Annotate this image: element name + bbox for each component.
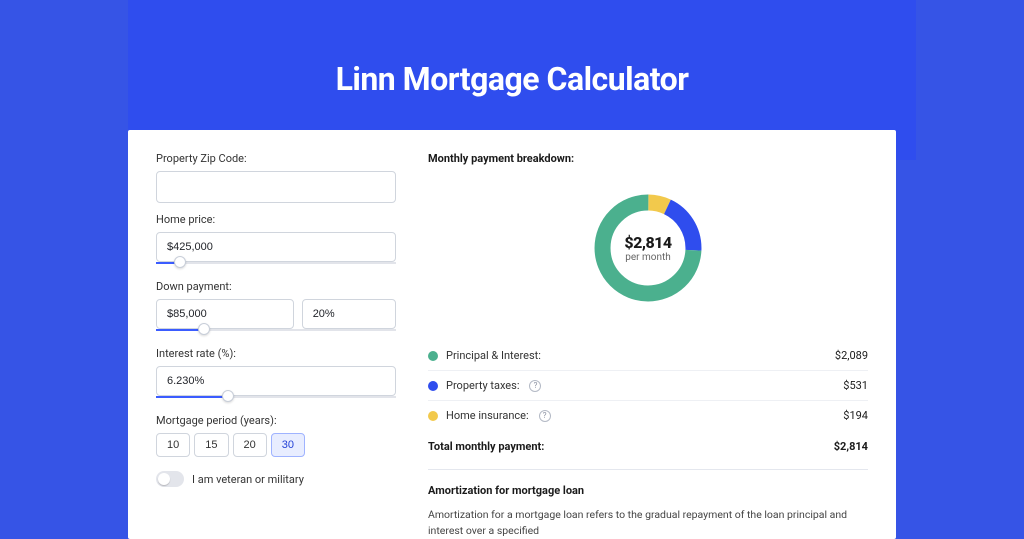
donut-center-label: per month [625, 252, 671, 263]
home-price-slider[interactable] [156, 260, 396, 270]
interest-rate-field: Interest rate (%): [156, 347, 396, 404]
home-price-input[interactable] [156, 232, 396, 262]
donut-chart-wrap: $2,814 per month [428, 173, 868, 323]
legend-swatch [428, 411, 438, 421]
zip-input[interactable] [156, 171, 396, 203]
down-payment-amount-input[interactable] [156, 299, 294, 329]
period-option-15[interactable]: 15 [194, 433, 228, 457]
veteran-row: I am veteran or military [156, 471, 396, 487]
legend-value: $194 [843, 409, 868, 422]
period-button-group: 10152030 [156, 433, 396, 457]
period-option-30[interactable]: 30 [271, 433, 305, 457]
legend-label: Property taxes: [446, 379, 519, 392]
legend-label: Principal & Interest: [446, 349, 541, 362]
veteran-toggle[interactable] [156, 471, 184, 487]
slider-thumb[interactable] [174, 256, 186, 268]
home-price-label: Home price: [156, 213, 396, 226]
down-payment-percent-input[interactable] [302, 299, 396, 329]
legend-row: Principal & Interest: $2,089 [428, 341, 868, 371]
page-title: Linn Mortgage Calculator [0, 60, 1024, 98]
help-icon[interactable]: ? [539, 410, 551, 422]
amortization-title: Amortization for mortgage loan [428, 484, 868, 497]
donut-center-value: $2,814 [624, 233, 671, 252]
period-option-10[interactable]: 10 [156, 433, 190, 457]
legend-row: Property taxes:? $531 [428, 371, 868, 401]
period-option-20[interactable]: 20 [233, 433, 267, 457]
interest-rate-slider[interactable] [156, 394, 396, 404]
legend-value: $531 [843, 379, 868, 392]
total-row: Total monthly payment: $2,814 [428, 430, 868, 465]
legend-value: $2,089 [835, 349, 868, 362]
legend-swatch [428, 351, 438, 361]
form-panel: Property Zip Code: Home price: Down paym… [156, 152, 396, 539]
zip-field: Property Zip Code: [156, 152, 396, 203]
breakdown-title: Monthly payment breakdown: [428, 152, 868, 165]
legend: Principal & Interest: $2,089 Property taxe… [428, 341, 868, 430]
period-label: Mortgage period (years): [156, 414, 396, 427]
slider-thumb[interactable] [198, 323, 210, 335]
help-icon[interactable]: ? [529, 380, 541, 392]
down-payment-slider[interactable] [156, 327, 396, 337]
amortization-section: Amortization for mortgage loan Amortizat… [428, 469, 868, 539]
donut-center: $2,814 per month [588, 188, 708, 308]
down-payment-label: Down payment: [156, 280, 396, 293]
legend-swatch [428, 381, 438, 391]
home-price-field: Home price: [156, 213, 396, 270]
legend-row: Home insurance:? $194 [428, 401, 868, 430]
breakdown-panel: Monthly payment breakdown: $2,814 per mo… [428, 152, 868, 539]
slider-thumb[interactable] [222, 390, 234, 402]
interest-rate-input[interactable] [156, 366, 396, 396]
zip-label: Property Zip Code: [156, 152, 396, 165]
donut-chart: $2,814 per month [588, 188, 708, 308]
interest-rate-label: Interest rate (%): [156, 347, 396, 360]
period-field: Mortgage period (years): 10152030 [156, 414, 396, 457]
calculator-card: Property Zip Code: Home price: Down paym… [128, 130, 896, 539]
total-value: $2,814 [834, 440, 868, 453]
total-label: Total monthly payment: [428, 440, 544, 453]
down-payment-field: Down payment: [156, 280, 396, 337]
veteran-label: I am veteran or military [192, 473, 304, 486]
legend-label: Home insurance: [446, 409, 529, 422]
